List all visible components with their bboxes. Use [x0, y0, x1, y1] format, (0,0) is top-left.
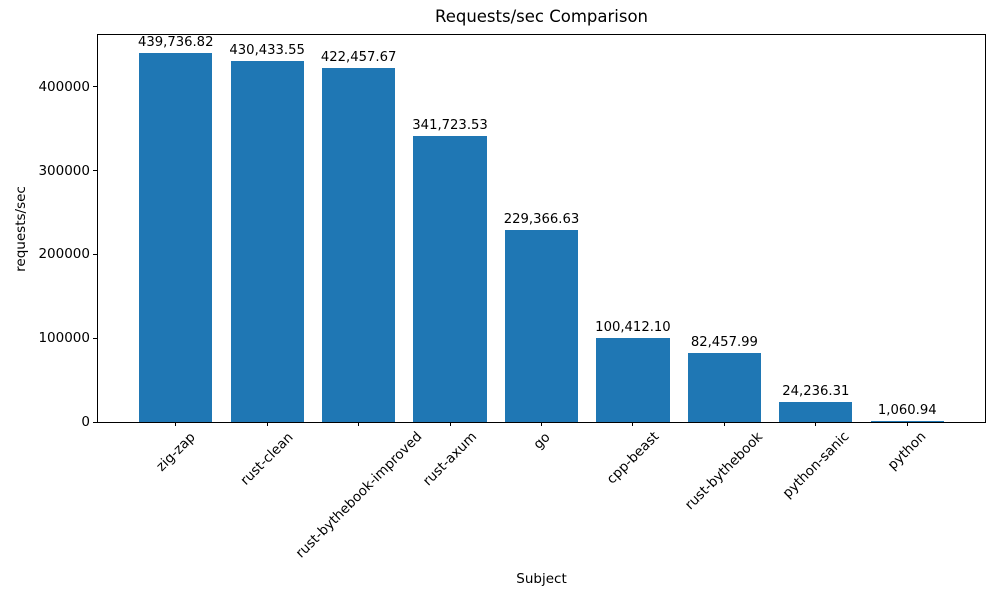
y-tick-label: 100000: [38, 330, 90, 347]
bar-value-label: 1,060.94: [877, 403, 937, 419]
x-tick-mark: [449, 422, 451, 426]
bar-value-label: 430,433.55: [229, 43, 305, 59]
x-tick-mark: [723, 422, 725, 426]
y-tick-mark: [93, 337, 97, 339]
x-tick-label: rust-bythebook-improved: [292, 429, 425, 562]
x-tick-mark: [541, 422, 542, 426]
x-tick-label: cpp-beast: [603, 429, 663, 488]
bar: [413, 135, 487, 422]
x-tick-mark: [632, 422, 634, 426]
x-tick-mark: [266, 422, 268, 426]
y-tick-label: 0: [81, 414, 90, 430]
y-tick-mark: [93, 421, 97, 423]
y-tick-label: 300000: [38, 162, 90, 179]
y-tick-mark: [93, 170, 97, 172]
x-tick-label: rust-clean: [237, 429, 297, 489]
bar-value-label: 100,412.10: [595, 319, 671, 335]
y-tick-label: 200000: [38, 246, 90, 263]
bar: [779, 401, 853, 422]
bar-value-label: 422,457.67: [320, 49, 397, 65]
x-axis-label: Subject: [516, 571, 567, 587]
plot-area: 439,736.82 zig-zap 430,433.55 rust-clean 422…: [38, 34, 986, 562]
x-tick-label: python-sanic: [779, 428, 853, 502]
bar-value-label: 341,723.53: [412, 117, 488, 133]
x-tick-label: rust-bythebook: [682, 429, 767, 514]
bar: [504, 229, 579, 422]
bar-value-label: 439,736.82: [137, 35, 214, 51]
x-tick-mark: [906, 422, 908, 426]
x-tick-label: zig-zap: [153, 428, 199, 475]
y-tick-mark: [93, 253, 97, 255]
x-tick-label: rust-axum: [419, 428, 481, 490]
y-tick-label: 400000: [38, 78, 90, 95]
bar-value-label: 229,366.63: [503, 211, 580, 227]
x-tick-label: go: [529, 429, 554, 453]
bar-value-label: 24,236.31: [782, 383, 850, 399]
bar: [139, 53, 213, 422]
bar: [870, 421, 944, 422]
bar: [230, 61, 304, 422]
x-tick-mark: [815, 422, 817, 426]
y-axis-label: requests/sec: [13, 186, 29, 272]
bar: [687, 352, 761, 422]
bar: [596, 337, 670, 422]
bar: [322, 67, 396, 422]
y-tick-mark: [93, 86, 97, 88]
x-tick-mark: [358, 422, 360, 426]
chart-title: Requests/sec Comparison: [434, 7, 649, 26]
x-tick-mark: [175, 422, 177, 426]
bar-value-label: 82,457.99: [690, 334, 758, 350]
x-tick-label: python: [884, 428, 930, 474]
